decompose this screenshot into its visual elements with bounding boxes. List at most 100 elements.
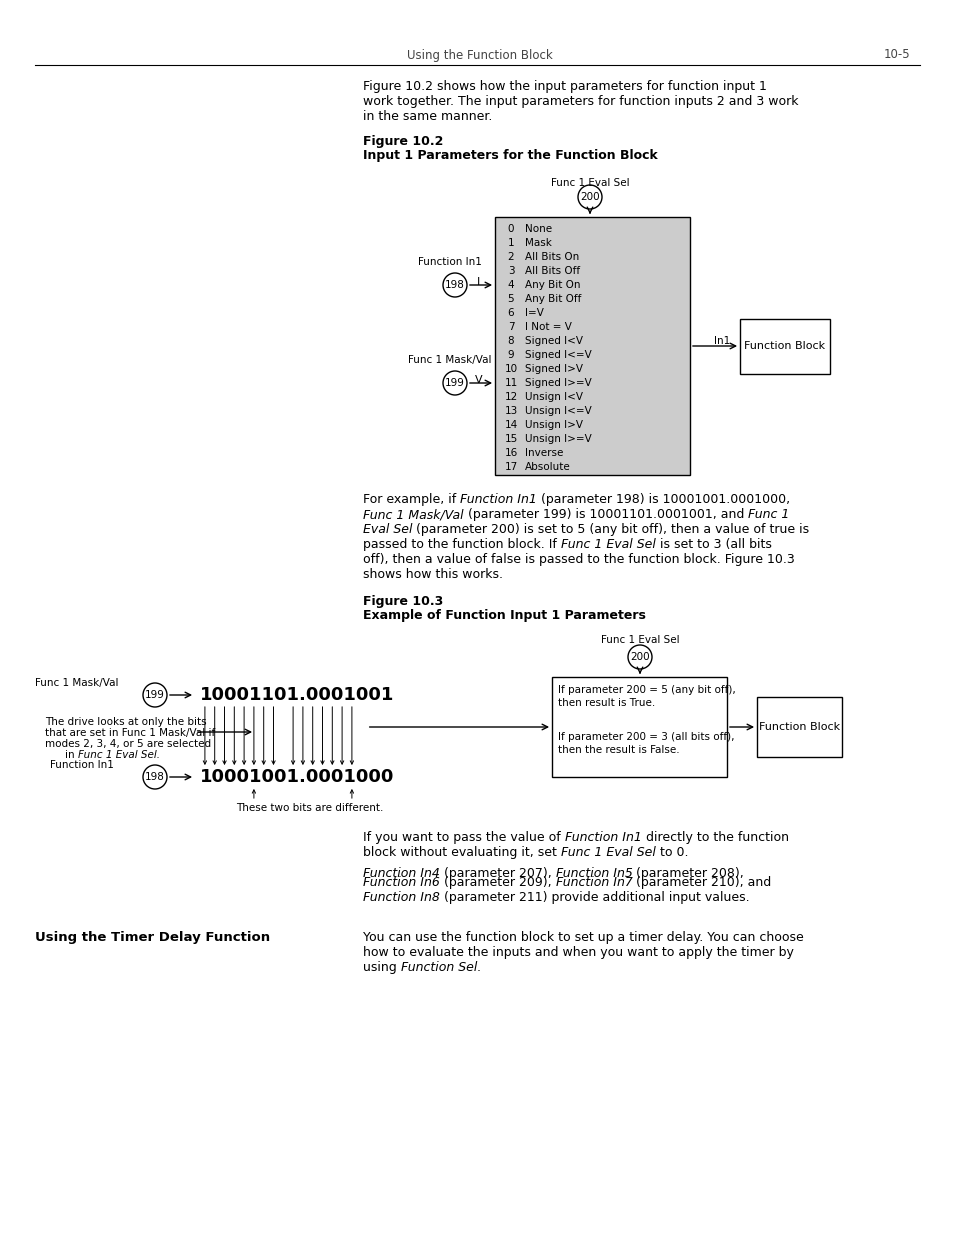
Text: (parameter 209),: (parameter 209), (439, 876, 555, 889)
Text: Inverse: Inverse (524, 448, 563, 458)
Text: 17: 17 (504, 462, 517, 472)
Text: For example, if: For example, if (363, 493, 459, 506)
Text: (parameter 198) is 10001001.0001000,: (parameter 198) is 10001001.0001000, (537, 493, 789, 506)
Text: Function In6: Function In6 (363, 876, 439, 889)
Text: Function In1: Function In1 (564, 831, 641, 844)
Text: Figure 10.2 shows how the input parameters for function input 1: Figure 10.2 shows how the input paramete… (363, 80, 766, 93)
Text: then result is True.: then result is True. (558, 698, 655, 708)
Text: passed to the function block. If: passed to the function block. If (363, 538, 560, 551)
Text: Input 1 Parameters for the Function Block: Input 1 Parameters for the Function Bloc… (363, 149, 657, 162)
Text: 200: 200 (579, 191, 599, 203)
Text: 3: 3 (507, 266, 514, 275)
Text: 199: 199 (145, 690, 165, 700)
Text: If you want to pass the value of: If you want to pass the value of (363, 831, 564, 844)
Text: Unsign I<=V: Unsign I<=V (524, 406, 591, 416)
Text: Using the Function Block: Using the Function Block (407, 48, 553, 62)
Text: If parameter 200 = 5 (any bit off),: If parameter 200 = 5 (any bit off), (558, 685, 735, 695)
Text: 1: 1 (507, 238, 514, 248)
Text: Unsign I<V: Unsign I<V (524, 391, 582, 403)
Text: Eval Sel: Eval Sel (363, 522, 412, 536)
Text: how to evaluate the inputs and when you want to apply the timer by: how to evaluate the inputs and when you … (363, 946, 793, 960)
Text: If parameter 200 = 3 (all bits off),: If parameter 200 = 3 (all bits off), (558, 732, 734, 742)
Text: Function In1: Function In1 (459, 493, 537, 506)
Text: Func 1 Eval Sel: Func 1 Eval Sel (560, 846, 655, 860)
Text: Absolute: Absolute (524, 462, 570, 472)
Text: 198: 198 (445, 280, 464, 290)
Text: to 0.: to 0. (655, 846, 687, 860)
Text: 10001001.0001000: 10001001.0001000 (200, 768, 394, 785)
Text: (parameter 200) is set to 5 (any bit off), then a value of true is: (parameter 200) is set to 5 (any bit off… (412, 522, 809, 536)
Text: These two bits are different.: These two bits are different. (236, 803, 383, 813)
Text: in: in (65, 750, 78, 760)
Text: In1: In1 (713, 336, 729, 346)
Text: 10: 10 (504, 364, 517, 374)
Text: 5: 5 (507, 294, 514, 304)
Text: 10001101.0001001: 10001101.0001001 (200, 685, 394, 704)
Text: shows how this works.: shows how this works. (363, 568, 502, 580)
Text: .: . (476, 961, 480, 974)
Text: then the result is False.: then the result is False. (558, 745, 679, 755)
Text: 8: 8 (507, 336, 514, 346)
Text: Signed I<V: Signed I<V (524, 336, 582, 346)
Text: 4: 4 (507, 280, 514, 290)
Text: work together. The input parameters for function inputs 2 and 3 work: work together. The input parameters for … (363, 95, 798, 107)
Text: I Not = V: I Not = V (524, 322, 571, 332)
Text: Signed I>V: Signed I>V (524, 364, 582, 374)
Text: All Bits On: All Bits On (524, 252, 578, 262)
Text: in the same manner.: in the same manner. (363, 110, 492, 124)
Text: Any Bit Off: Any Bit Off (524, 294, 580, 304)
Text: 0: 0 (507, 224, 514, 233)
Text: 11: 11 (504, 378, 517, 388)
Text: (parameter 199) is 10001101.0001001, and: (parameter 199) is 10001101.0001001, and (463, 508, 747, 521)
Text: 14: 14 (504, 420, 517, 430)
Text: Unsign I>=V: Unsign I>=V (524, 433, 591, 445)
Text: Func 1 Eval Sel: Func 1 Eval Sel (560, 538, 655, 551)
Text: (parameter 207),: (parameter 207), (439, 867, 555, 881)
Text: Function Block: Function Block (743, 341, 824, 351)
Text: (parameter 210), and: (parameter 210), and (632, 876, 771, 889)
Text: All Bits Off: All Bits Off (524, 266, 579, 275)
Text: Func 1 Mask/Val: Func 1 Mask/Val (35, 678, 118, 688)
Text: Any Bit On: Any Bit On (524, 280, 579, 290)
Text: (parameter 211) provide additional input values.: (parameter 211) provide additional input… (439, 890, 749, 904)
Text: modes 2, 3, 4, or 5 are selected: modes 2, 3, 4, or 5 are selected (45, 739, 211, 748)
Text: 10-5: 10-5 (882, 48, 909, 62)
Text: Example of Function Input 1 Parameters: Example of Function Input 1 Parameters (363, 609, 645, 622)
Text: Mask: Mask (524, 238, 551, 248)
Text: 198: 198 (145, 772, 165, 782)
Text: Function In8: Function In8 (363, 890, 439, 904)
Text: Signed I<=V: Signed I<=V (524, 350, 591, 359)
Text: off), then a value of false is passed to the function block. Figure 10.3: off), then a value of false is passed to… (363, 553, 794, 566)
Bar (740, 319, 829, 373)
Text: Func 1 Mask/Val: Func 1 Mask/Val (408, 354, 491, 366)
Text: Using the Timer Delay Function: Using the Timer Delay Function (35, 931, 270, 944)
Text: Function In1: Function In1 (50, 760, 113, 769)
Text: None: None (524, 224, 552, 233)
Text: Function Sel: Function Sel (400, 961, 476, 974)
Bar (495, 217, 689, 475)
Text: Function In5: Function In5 (555, 867, 632, 881)
Bar (552, 677, 726, 777)
Text: 13: 13 (504, 406, 517, 416)
Text: block without evaluating it, set: block without evaluating it, set (363, 846, 560, 860)
Text: is set to 3 (all bits: is set to 3 (all bits (655, 538, 771, 551)
Text: 6: 6 (507, 308, 514, 317)
Text: Function In7: Function In7 (555, 876, 632, 889)
Text: that are set in Func 1 Mask/Val if: that are set in Func 1 Mask/Val if (45, 727, 215, 739)
Text: Function Block: Function Block (759, 722, 840, 732)
Text: The drive looks at only the bits: The drive looks at only the bits (45, 718, 207, 727)
Text: Function In4: Function In4 (363, 867, 439, 881)
Text: V: V (475, 375, 482, 385)
Text: 9: 9 (507, 350, 514, 359)
Text: directly to the function: directly to the function (641, 831, 788, 844)
Text: Func 1 Eval Sel: Func 1 Eval Sel (550, 178, 629, 188)
Text: 2: 2 (507, 252, 514, 262)
Text: Figure 10.3: Figure 10.3 (363, 595, 443, 608)
Text: Signed I>=V: Signed I>=V (524, 378, 591, 388)
Text: You can use the function block to set up a timer delay. You can choose: You can use the function block to set up… (363, 931, 803, 944)
Text: 12: 12 (504, 391, 517, 403)
Text: Func 1: Func 1 (747, 508, 788, 521)
Text: 16: 16 (504, 448, 517, 458)
Text: Unsign I>V: Unsign I>V (524, 420, 582, 430)
Text: (parameter 208),: (parameter 208), (632, 867, 743, 881)
